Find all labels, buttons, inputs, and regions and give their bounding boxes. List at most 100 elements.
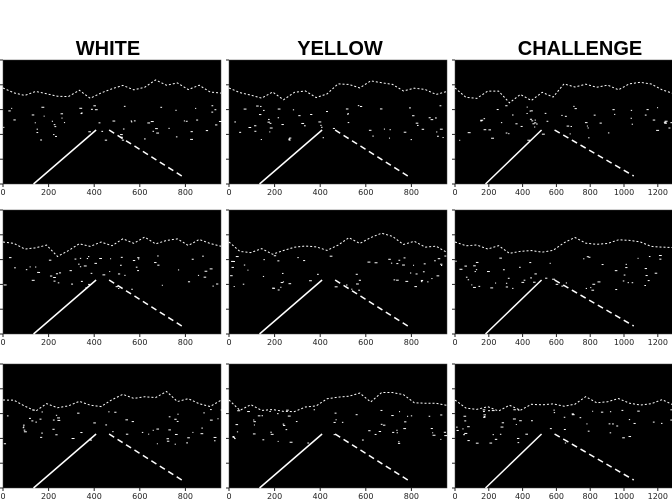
- edge-speck: [583, 258, 585, 260]
- edge-speck: [235, 424, 239, 426]
- edge-speck: [549, 428, 552, 430]
- edge-speck: [135, 266, 138, 268]
- edge-speck: [439, 128, 443, 130]
- edge-speck: [534, 122, 537, 124]
- edge-speck: [587, 127, 589, 129]
- edge-speck: [289, 441, 293, 443]
- x-tick-label: 400: [87, 492, 102, 501]
- x-tick-label: 800: [178, 188, 193, 197]
- edge-speck: [310, 113, 313, 115]
- lane-line: [554, 433, 635, 481]
- lane-line: [108, 129, 183, 177]
- edge-speck: [166, 440, 170, 442]
- edge-speck: [430, 119, 434, 121]
- lane-line: [259, 433, 323, 489]
- edge-speck: [670, 409, 672, 411]
- edge-speck: [54, 126, 57, 128]
- edge-speck: [205, 130, 209, 132]
- edge-image: [2, 363, 222, 489]
- edge-speck: [588, 256, 591, 258]
- edge-speck: [53, 276, 56, 278]
- edge-speck: [174, 443, 176, 445]
- edge-speck: [398, 441, 400, 443]
- x-tick-label: 600: [132, 188, 147, 197]
- edge-speck: [465, 276, 468, 278]
- edge-speck: [209, 419, 213, 421]
- edge-speck: [544, 112, 547, 114]
- edge-speck: [292, 109, 295, 111]
- edge-speck: [654, 272, 658, 274]
- edge-speck: [192, 431, 194, 433]
- edge-speck: [242, 283, 245, 285]
- edge-speck: [22, 427, 25, 429]
- edges: [228, 392, 448, 489]
- edge-speck: [235, 256, 239, 258]
- edge-speck: [402, 264, 405, 266]
- edge-speck: [388, 258, 391, 260]
- edge-speck: [480, 120, 483, 122]
- edge-speck: [174, 418, 177, 420]
- edge-speck: [586, 256, 589, 258]
- edge-speck: [200, 433, 204, 435]
- edge-speck: [475, 269, 478, 271]
- x-tick-label: 0: [0, 338, 5, 347]
- edge-speck: [57, 282, 60, 284]
- edge-speck: [440, 438, 442, 440]
- edge-speck: [599, 122, 602, 124]
- edge-speck: [289, 137, 292, 139]
- x-tick-label: 600: [358, 338, 373, 347]
- edge-speck: [131, 288, 133, 290]
- edge-speck: [534, 119, 536, 121]
- edge-speck: [368, 129, 372, 131]
- edge-speck: [334, 412, 337, 414]
- edge-speck: [361, 439, 364, 441]
- edge-speck: [347, 113, 349, 115]
- edge-speck: [430, 428, 433, 430]
- x-tick-label: 1000: [614, 188, 634, 197]
- edge-speck: [521, 281, 525, 283]
- edge-speck: [492, 434, 494, 436]
- edge-speck: [288, 139, 291, 141]
- edge-speck: [474, 271, 476, 273]
- edge-speck: [210, 409, 212, 411]
- edge-speck: [157, 255, 159, 257]
- edge-speck: [637, 257, 639, 259]
- edge-speck: [436, 131, 438, 133]
- edge-speck: [272, 287, 276, 289]
- edge-speck: [36, 128, 38, 130]
- edge-speck: [230, 275, 233, 277]
- edge-speck: [467, 132, 471, 134]
- edge-speck: [317, 273, 319, 275]
- edge-speck: [507, 277, 510, 279]
- edge-speck: [71, 438, 75, 440]
- edge-speck: [152, 130, 155, 132]
- x-tick-label: 800: [404, 492, 419, 501]
- edge-speck: [508, 133, 510, 135]
- edge-speck: [55, 434, 58, 436]
- edge-speck: [532, 123, 535, 125]
- edge-speck: [287, 415, 291, 417]
- edge-speck: [168, 127, 170, 129]
- edge-speck: [563, 416, 566, 418]
- edges: [228, 232, 448, 335]
- column-title: WHITE: [76, 38, 140, 60]
- edge-speck: [267, 121, 270, 123]
- edge-speck: [29, 266, 31, 268]
- edge-speck: [269, 122, 272, 124]
- edge-speck: [564, 442, 567, 444]
- edge-speck: [553, 409, 555, 411]
- x-tick-label: 200: [267, 492, 282, 501]
- edge-speck: [262, 275, 265, 277]
- edge-speck: [437, 258, 441, 260]
- edge-speck: [592, 283, 596, 285]
- lane-line: [484, 129, 543, 185]
- edge-speck: [57, 417, 60, 419]
- edge-speck: [269, 127, 273, 129]
- edge-speck: [443, 431, 447, 433]
- edge-speck: [646, 109, 649, 111]
- edge-speck: [645, 275, 648, 277]
- edge-speck: [277, 440, 279, 442]
- edge-speck: [268, 118, 270, 120]
- edge-speck: [440, 264, 443, 266]
- edge-speck: [565, 282, 568, 284]
